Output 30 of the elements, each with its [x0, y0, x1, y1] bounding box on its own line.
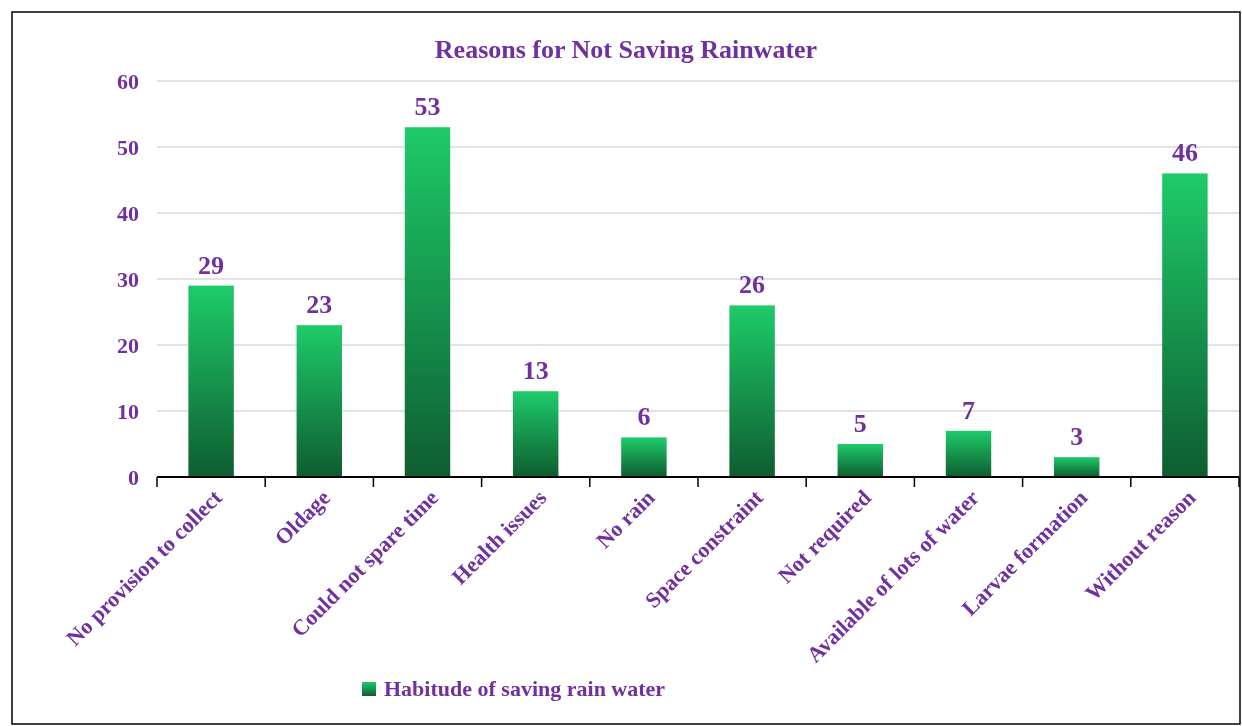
bar — [512, 391, 559, 477]
data-label: 23 — [306, 290, 333, 320]
data-label: 53 — [414, 92, 441, 122]
y-tick-label: 50 — [117, 134, 139, 160]
data-label: 5 — [853, 409, 867, 438]
bar — [621, 437, 667, 477]
data-label: 26 — [739, 270, 766, 300]
bar — [1162, 173, 1208, 477]
y-tick-label: 10 — [117, 398, 139, 424]
data-label: 3 — [1070, 422, 1084, 452]
x-tick-label: No rain — [591, 484, 660, 554]
y-tick-label: 60 — [117, 68, 139, 94]
bar — [404, 127, 451, 477]
data-label: 13 — [522, 356, 549, 386]
data-label: 7 — [962, 395, 975, 425]
y-tick-label: 40 — [117, 200, 139, 226]
y-tick-label: 30 — [117, 266, 139, 292]
legend-label: Habitude of saving rain water — [384, 676, 666, 701]
data-label: 6 — [637, 402, 651, 432]
y-tick-label: 0 — [128, 464, 139, 490]
bar — [1053, 457, 1100, 477]
bar — [837, 444, 884, 477]
bar — [945, 430, 992, 477]
data-label: 29 — [198, 250, 225, 280]
bar — [188, 285, 234, 477]
y-tick-label: 20 — [117, 332, 139, 358]
chart-title: Reasons for Not Saving Rainwater — [434, 35, 818, 64]
bar — [729, 305, 775, 477]
bar — [296, 325, 343, 477]
data-label: 46 — [1171, 138, 1198, 168]
